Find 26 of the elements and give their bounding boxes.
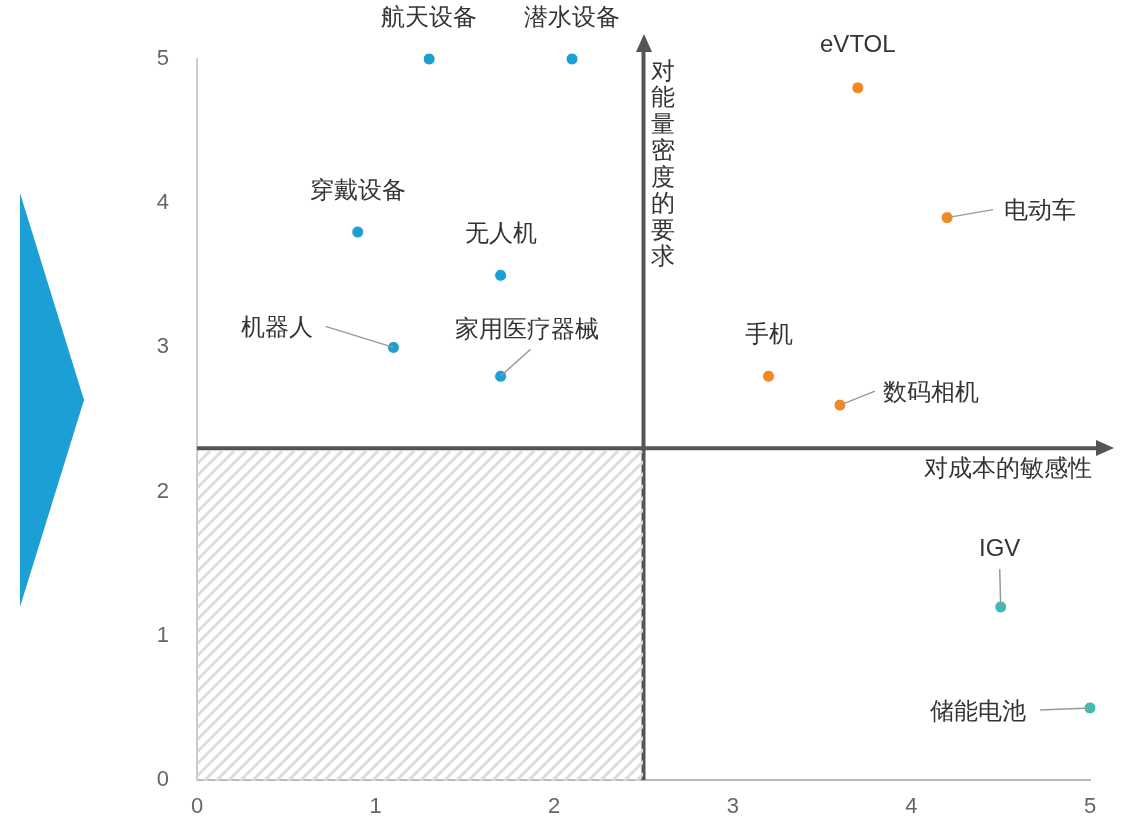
x-tick-label: 2 <box>548 793 561 819</box>
annotation: 潜水设备 <box>524 2 621 30</box>
x-tick-label: 4 <box>905 793 918 819</box>
annotation: 数码相机 <box>882 377 979 405</box>
y-tick-label: 2 <box>156 477 169 503</box>
annotation: 穿戴设备 <box>309 175 406 203</box>
annotation: 储能电池 <box>930 696 1026 724</box>
y-tick-label: 0 <box>156 766 169 792</box>
ref-line-label: 对能量密度的要求 <box>650 56 675 270</box>
x-tick-label: 5 <box>1083 793 1097 819</box>
annotation: 电动车 <box>1004 196 1077 224</box>
x-tick-label: 1 <box>369 793 382 819</box>
annotation: 家用医疗器械 <box>454 314 599 342</box>
y-tick-label: 5 <box>156 45 169 71</box>
ref-line-label: 对成本的敏感性 <box>924 453 1092 481</box>
annotation: 手机 <box>744 319 793 347</box>
annotation: eVTOL <box>820 30 896 58</box>
y-tick-label: 3 <box>156 333 169 359</box>
annotation: IGV <box>979 533 1021 561</box>
annotation: 航天设备 <box>381 2 478 30</box>
x-tick-label: 0 <box>190 793 204 819</box>
x-tick-label: 3 <box>726 793 739 819</box>
y-tick-label: 4 <box>156 189 169 215</box>
annotation: 无人机 <box>464 218 537 246</box>
y-tick-label: 1 <box>156 621 169 647</box>
annotation: 机器人 <box>241 313 314 341</box>
